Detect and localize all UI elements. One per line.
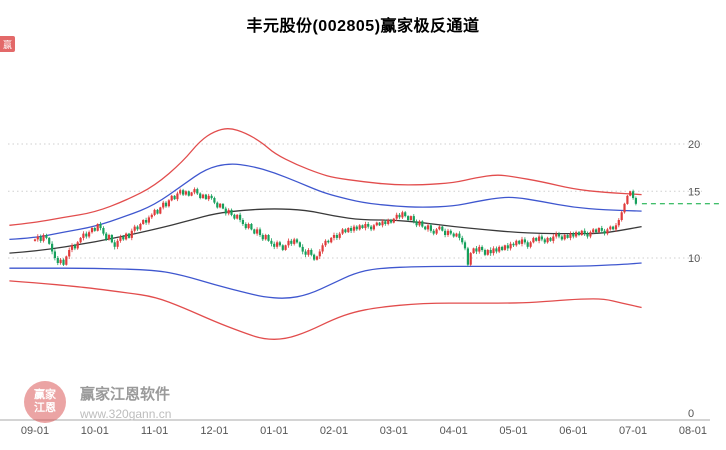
x-axis-label: 02-01 bbox=[320, 425, 348, 437]
chart-title: 丰元股份(002805)赢家极反通道 bbox=[246, 18, 480, 35]
x-axis-label: 08-01 bbox=[679, 425, 707, 437]
x-axis-label: 11-01 bbox=[141, 425, 168, 437]
x-axis-label: 05-01 bbox=[499, 425, 527, 437]
y-axis-label: 10 bbox=[688, 253, 700, 265]
channel-band-lower-red bbox=[9, 280, 642, 340]
corner-logo-mark: 赢 bbox=[0, 36, 15, 52]
watermark: 赢家 江恩 赢家江恩软件 www.320gann.cn bbox=[24, 381, 171, 423]
watermark-logo-icon: 赢家 江恩 bbox=[24, 381, 66, 423]
watermark-url: www.320gann.cn bbox=[80, 407, 172, 421]
x-axis-label: 10-01 bbox=[81, 425, 109, 437]
channel-band-upper-blue bbox=[9, 163, 642, 241]
channel-band-upper-red bbox=[9, 128, 642, 226]
x-axis-label: 09-01 bbox=[21, 425, 49, 437]
x-axis-label: 01-01 bbox=[260, 425, 288, 437]
y-axis-label: 0 bbox=[688, 408, 694, 420]
x-axis-label: 03-01 bbox=[380, 425, 408, 437]
watermark-logo-line2: 江恩 bbox=[34, 402, 56, 414]
x-axis-label: 12-01 bbox=[200, 425, 228, 437]
x-axis-label: 07-01 bbox=[619, 425, 647, 437]
watermark-text: 赢家江恩软件 www.320gann.cn bbox=[80, 383, 171, 421]
watermark-brand: 赢家江恩软件 bbox=[80, 386, 171, 403]
channel-band-lower-blue bbox=[9, 262, 642, 299]
channel-band-middle-black bbox=[9, 208, 642, 254]
y-axis-label: 20 bbox=[688, 139, 700, 151]
x-axis-label: 06-01 bbox=[559, 425, 587, 437]
candles-layer bbox=[33, 187, 637, 267]
y-axis-label: 15 bbox=[688, 186, 700, 198]
x-axis-label: 04-01 bbox=[440, 425, 468, 437]
watermark-logo-line1: 赢家 bbox=[34, 389, 56, 402]
